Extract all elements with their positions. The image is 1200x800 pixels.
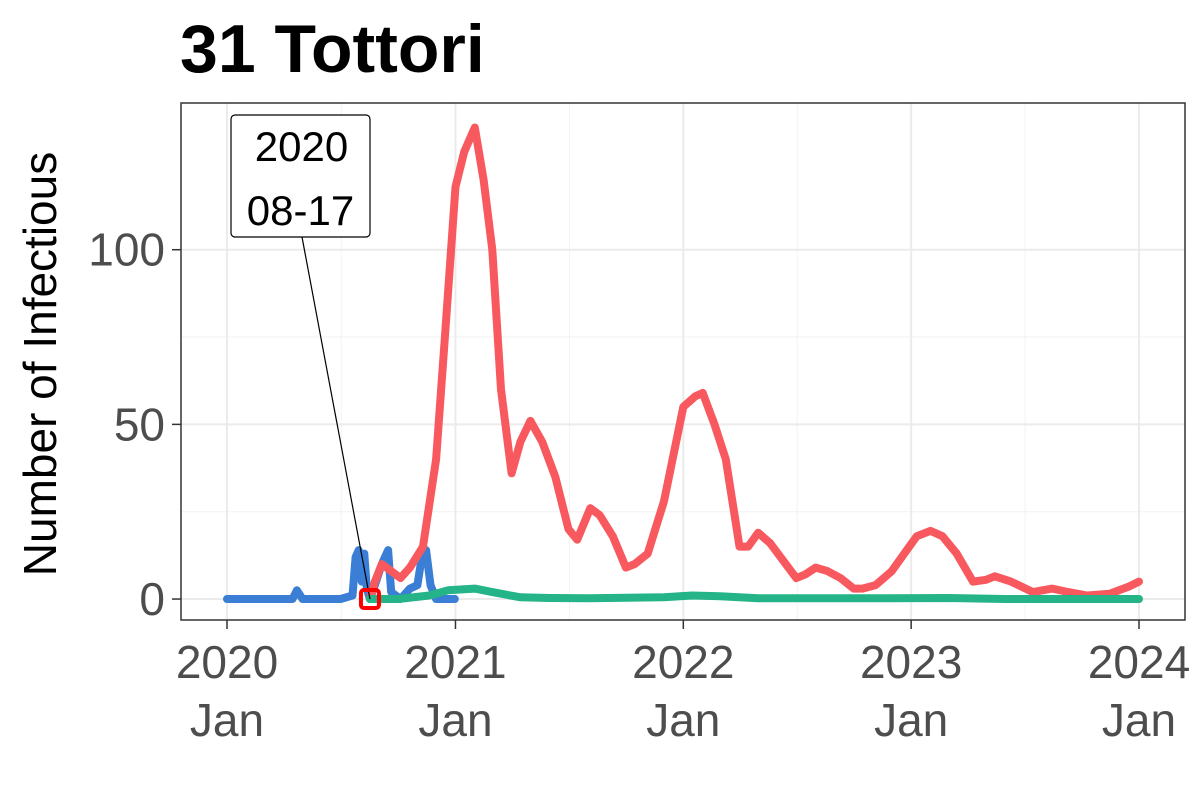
x-tick-label-month: Jan <box>418 694 492 746</box>
annotations: 2020 08-17 <box>230 114 381 611</box>
x-tick-label-year: 2022 <box>632 636 734 688</box>
y-tick-label: 50 <box>114 398 165 450</box>
series-line-3 <box>365 584 1143 603</box>
y-axis-label: Number of Infectious <box>14 152 66 576</box>
x-tick-label-year: 2020 <box>176 636 278 688</box>
series-lines <box>223 123 1143 603</box>
x-tick-label-month: Jan <box>646 694 720 746</box>
y-tick-label: 100 <box>88 224 165 276</box>
annotation-marker <box>358 588 381 611</box>
x-tick-label-month: Jan <box>1102 694 1176 746</box>
x-tick-label-year: 2024 <box>1088 636 1190 688</box>
annotation-leader-line <box>301 236 371 600</box>
x-tick-label-month: Jan <box>874 694 948 746</box>
annotation-date: 08-17 <box>247 187 354 234</box>
annotation-label-box <box>230 114 371 238</box>
x-tick-label-year: 2023 <box>860 636 962 688</box>
y-tick-label: 0 <box>139 573 165 625</box>
series-line-2 <box>365 123 1143 603</box>
axes: 2020 Jan 2021 Jan 2022 Jan 2023 Jan 2024 Jan 0 50 10… <box>88 224 1190 746</box>
annotation-year: 2020 <box>255 123 348 170</box>
chart-title: 31 Tottori <box>180 11 485 87</box>
x-tick-label-year: 2021 <box>404 636 506 688</box>
x-tick-label-month: Jan <box>190 694 264 746</box>
